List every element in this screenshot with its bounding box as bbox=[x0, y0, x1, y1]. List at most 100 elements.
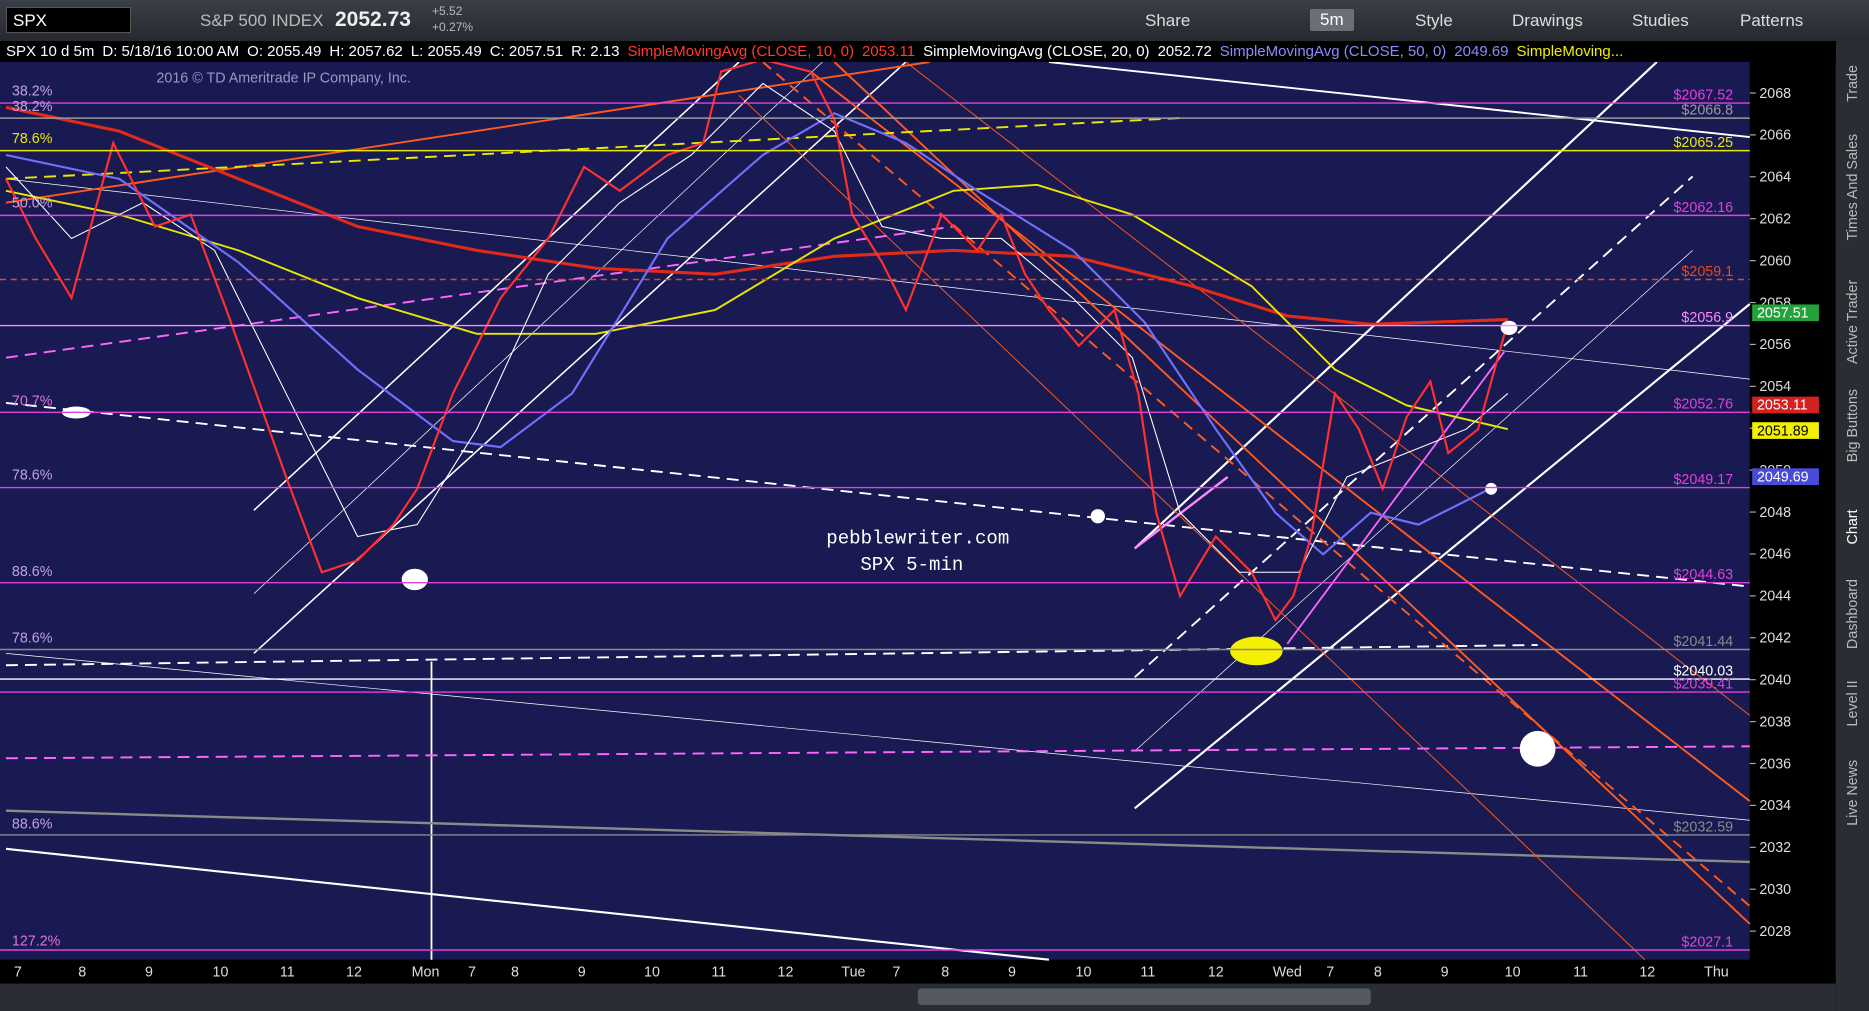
tick-label: 2066 bbox=[1759, 128, 1791, 144]
time-label: 9 bbox=[1441, 964, 1449, 980]
pink-segment bbox=[1134, 475, 1229, 550]
header-item: SPX 10 d 5m bbox=[6, 43, 95, 60]
header-item: 2053.11 bbox=[861, 43, 916, 60]
level-label: $2049.17 bbox=[1673, 472, 1733, 488]
symbol-input[interactable]: SPX bbox=[6, 7, 131, 33]
header-item: O: 2055.49 bbox=[247, 43, 322, 60]
copyright: 2016 © TD Ameritrade IP Company, Inc. bbox=[156, 70, 410, 86]
side-tab[interactable]: Times And Sales bbox=[1845, 134, 1861, 241]
gray-line bbox=[5, 809, 1750, 864]
fib-label: 88.6% bbox=[12, 817, 53, 833]
header-item: L: 2055.49 bbox=[410, 43, 482, 60]
side-tab[interactable]: Live News bbox=[1845, 760, 1861, 826]
fib-label: 78.6% bbox=[12, 631, 53, 647]
fib-label: 50.0% bbox=[12, 195, 53, 211]
price-badge-label: 2053.11 bbox=[1757, 398, 1808, 414]
time-label: 8 bbox=[511, 964, 519, 980]
watermark: SPX 5-min bbox=[860, 554, 963, 576]
tick-label: 2054 bbox=[1759, 379, 1791, 395]
time-label: 7 bbox=[1326, 964, 1334, 980]
header-item: C: 2057.51 bbox=[489, 43, 564, 60]
side-tab[interactable]: Chart bbox=[1845, 509, 1861, 544]
side-tab[interactable]: Dashboard bbox=[1845, 579, 1861, 649]
levels: $2067.52$2066.8 $2065.25 $2062.16 $2059.1 $2… bbox=[0, 83, 1750, 951]
side-tab[interactable]: Active Trader bbox=[1845, 280, 1861, 364]
button[interactable]: Style bbox=[1415, 11, 1453, 30]
fib-label: 38.2% bbox=[12, 83, 53, 99]
tick-label: 2038 bbox=[1759, 714, 1791, 730]
yellow-dashed bbox=[5, 117, 1181, 180]
fib-label: 88.6% bbox=[12, 564, 53, 580]
price-badge bbox=[1752, 422, 1819, 439]
time-label: Wed bbox=[1273, 964, 1302, 980]
time-label: 12 bbox=[1208, 964, 1224, 980]
price-badge bbox=[1752, 304, 1819, 322]
header-item: SimpleMovingAvg (CLOSE, 20, 0) bbox=[923, 43, 1150, 60]
time-label: 8 bbox=[1374, 964, 1382, 980]
plot-bg bbox=[0, 61, 1750, 960]
time-label: 9 bbox=[145, 964, 153, 980]
fib-label: 78.6% bbox=[12, 467, 53, 483]
change: +5.52 bbox=[432, 4, 463, 18]
toolbar: SPX S&P 500 INDEX 2052.73 +5.52 +0.27% S… bbox=[0, 0, 1869, 41]
level-label: $2039.41 bbox=[1673, 676, 1733, 692]
time-axis: 7 8 9 10 11 12 Mon 7 8 9 10 11 12 Tue 7 8 9 10 11 12 Wed 7 8 9 1… bbox=[14, 964, 1729, 980]
side-tab[interactable]: Big Buttons bbox=[1845, 389, 1861, 462]
pink-dashed bbox=[5, 225, 954, 359]
button[interactable]: Patterns bbox=[1740, 11, 1804, 30]
tick-label: 2046 bbox=[1759, 547, 1791, 563]
time-label: Tue bbox=[841, 964, 865, 980]
tick-label: 2068 bbox=[1759, 86, 1791, 102]
fib-label: 38.2% bbox=[12, 99, 53, 115]
interval[interactable]: 5m bbox=[1310, 9, 1354, 31]
price-line bbox=[5, 58, 1509, 622]
time-label: 8 bbox=[78, 964, 86, 980]
side-tab[interactable]: Level II bbox=[1845, 680, 1861, 726]
tick-label: 2060 bbox=[1759, 253, 1791, 269]
header-item: 2049.69 bbox=[1454, 43, 1509, 60]
side-tab[interactable]: Trade bbox=[1845, 65, 1861, 102]
level-label: $2062.16 bbox=[1673, 200, 1733, 216]
watermark: pebblewriter.com bbox=[826, 528, 1009, 550]
fib-label: 70.7% bbox=[12, 393, 53, 409]
header-item: SimpleMoving... bbox=[1516, 43, 1624, 60]
tick-label: 2042 bbox=[1759, 631, 1791, 647]
header-item: H: 2057.62 bbox=[329, 43, 403, 60]
fib-label: 127.2% bbox=[12, 933, 61, 949]
button[interactable]: Share bbox=[1145, 11, 1191, 30]
price-badge-label: 2057.51 bbox=[1757, 306, 1809, 322]
time-label: Thu bbox=[1704, 964, 1729, 980]
chart-header: SPX 10 d 5m D: 5/18/16 10:00 AM O: 2055.49… bbox=[0, 41, 1836, 62]
tick-label: 2056 bbox=[1759, 337, 1791, 353]
button[interactable]: Studies bbox=[1632, 11, 1689, 30]
price-axis-bg bbox=[1749, 61, 1836, 960]
price-badge bbox=[1752, 468, 1819, 485]
tick-label: 2028 bbox=[1759, 924, 1791, 940]
level-label: $2056.9 bbox=[1681, 310, 1733, 326]
time-label: 7 bbox=[14, 964, 22, 980]
header-item: SimpleMovingAvg (CLOSE, 10, 0) bbox=[627, 43, 854, 60]
tick-label: 2034 bbox=[1759, 798, 1791, 814]
button[interactable]: Drawings bbox=[1512, 11, 1583, 30]
last-price: 2052.73 bbox=[335, 8, 411, 31]
level-label: $2059.1 bbox=[1681, 264, 1733, 280]
time-label: 11 bbox=[711, 964, 726, 980]
tick-label: 2032 bbox=[1759, 840, 1791, 856]
time-label: 10 bbox=[213, 964, 229, 980]
time-axis-bg bbox=[0, 959, 1836, 984]
scroll-thumb[interactable] bbox=[917, 988, 1371, 1006]
fib-label: 78.6% bbox=[12, 131, 53, 147]
price-badge bbox=[1752, 396, 1819, 414]
pink-dashed-flat bbox=[5, 745, 1750, 760]
tick-label: 2030 bbox=[1759, 882, 1791, 898]
tick-label: 2064 bbox=[1759, 170, 1791, 186]
tick-label: 2036 bbox=[1759, 756, 1791, 772]
header-item: SimpleMovingAvg (CLOSE, 50, 0) bbox=[1219, 43, 1447, 60]
level-label: $2067.52 bbox=[1673, 87, 1733, 103]
plot bbox=[5, 58, 1751, 961]
side-tabs-bg bbox=[1835, 40, 1869, 1011]
tick-label: 2040 bbox=[1759, 672, 1791, 688]
ma-red-thick bbox=[5, 105, 1508, 326]
